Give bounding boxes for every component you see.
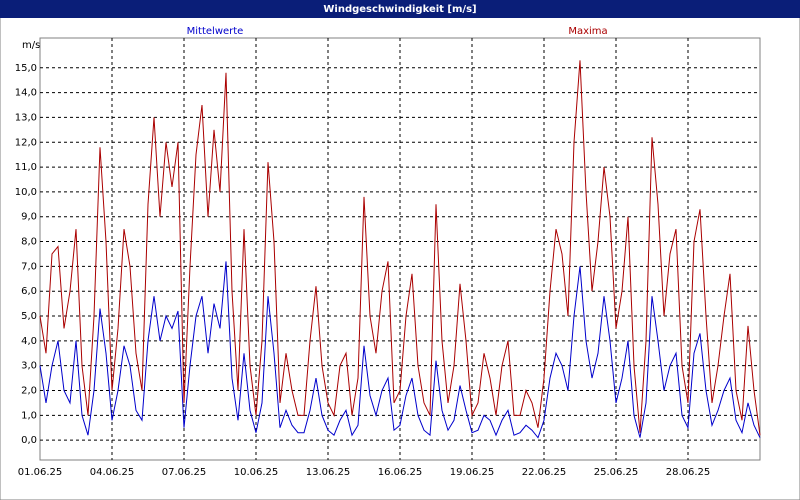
y-tick-label: 13,0 xyxy=(15,112,37,123)
y-tick-label: 6,0 xyxy=(21,286,37,297)
x-tick-label: 13.06.25 xyxy=(306,467,351,478)
y-tick-label: 10,0 xyxy=(15,187,37,198)
y-tick-label: 12,0 xyxy=(15,137,37,148)
x-tick-label: 16.06.25 xyxy=(378,467,423,478)
series-line xyxy=(39,60,761,436)
y-tick-label: 8,0 xyxy=(21,237,37,248)
x-tick-label: 28.06.25 xyxy=(666,467,711,478)
x-tick-label: 01.06.25 xyxy=(18,467,63,478)
x-tick-label: 10.06.25 xyxy=(234,467,279,478)
title-bar xyxy=(0,0,800,18)
legend-entry: Mittelwerte xyxy=(187,26,244,37)
y-tick-label: 5,0 xyxy=(21,311,37,322)
chart-title: Windgeschwindigkeit [m/s] xyxy=(323,4,476,15)
x-tick-label: 04.06.25 xyxy=(90,467,135,478)
series-line xyxy=(39,261,761,439)
legend-entry: Maxima xyxy=(568,26,607,37)
x-tick-label: 19.06.25 xyxy=(450,467,495,478)
y-tick-label: 11,0 xyxy=(15,162,37,173)
y-tick-label: 9,0 xyxy=(21,212,37,223)
y-tick-label: 1,0 xyxy=(21,410,37,421)
y-tick-label: 7,0 xyxy=(21,261,37,272)
y-tick-label: 3,0 xyxy=(21,361,37,372)
y-tick-label: 4,0 xyxy=(21,336,37,347)
y-tick-label: 0,0 xyxy=(21,435,37,446)
y-tick-label: 14,0 xyxy=(15,88,37,99)
x-tick-label: 25.06.25 xyxy=(594,467,639,478)
marks xyxy=(39,60,761,439)
x-tick-label: 22.06.25 xyxy=(522,467,567,478)
y-tick-label: 15,0 xyxy=(15,63,37,74)
y-axis-unit: m/s xyxy=(22,40,40,51)
y-tick-label: 2,0 xyxy=(21,385,37,396)
x-tick-label: 07.06.25 xyxy=(162,467,207,478)
